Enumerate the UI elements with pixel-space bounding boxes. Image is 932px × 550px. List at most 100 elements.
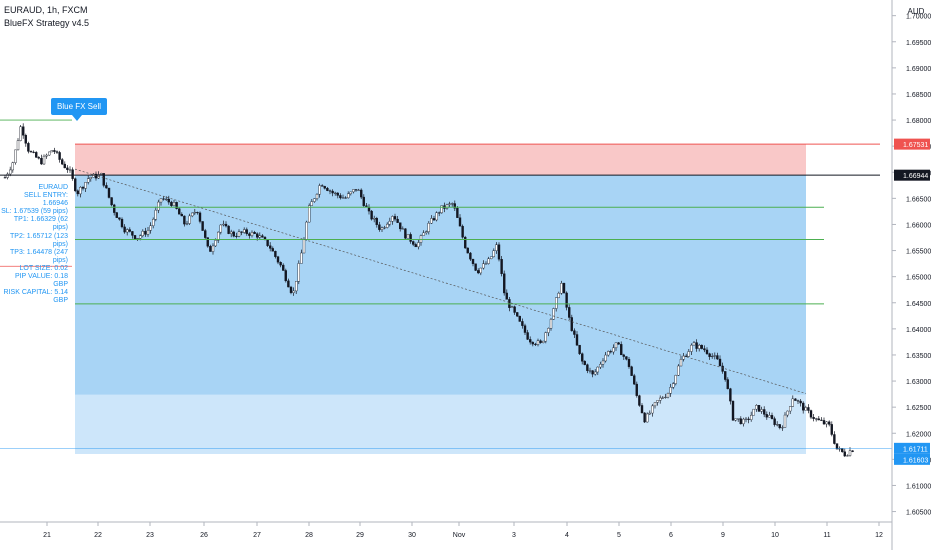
candle-body — [354, 189, 358, 191]
price-tick-label: 1.61000 — [906, 483, 931, 490]
candle-body — [581, 353, 584, 362]
candle-body — [822, 420, 826, 425]
candle-body — [557, 292, 560, 298]
candle-body — [167, 198, 171, 203]
candle-body — [430, 218, 433, 224]
stop-loss-zone — [75, 144, 806, 176]
candle-body — [94, 173, 98, 179]
candle-body — [157, 201, 160, 211]
candle-body — [352, 189, 355, 193]
candle-body — [188, 215, 191, 224]
candle-body — [835, 443, 839, 450]
candle-body — [760, 409, 763, 412]
candle-body — [151, 219, 155, 226]
candle-body — [516, 312, 519, 317]
candle-body — [490, 256, 493, 259]
info-line: TP3: 1.64478 (247 pips) — [10, 248, 68, 264]
candle-body — [190, 212, 194, 217]
candle-body — [302, 239, 306, 254]
candle-body — [45, 154, 48, 157]
candle-body — [783, 414, 787, 428]
candle-body — [102, 173, 106, 186]
candle-body — [32, 151, 35, 153]
candle-body — [477, 270, 480, 274]
candle-body — [386, 223, 389, 228]
price-tick-label: 1.68000 — [906, 118, 931, 125]
candle-body — [573, 330, 576, 335]
candle-body — [138, 235, 142, 239]
time-tick-label: 28 — [305, 532, 313, 539]
time-tick-label: 11 — [823, 532, 830, 539]
position-zones — [75, 144, 806, 454]
candle-body — [807, 407, 810, 411]
candle-body — [555, 297, 558, 309]
candle-body — [765, 414, 768, 418]
take-profit-zone-extended — [75, 394, 806, 454]
candle-body — [721, 365, 724, 372]
candle-body — [144, 230, 147, 235]
candle-body — [575, 334, 579, 346]
info-line: RISK CAPITAL: 5.14 GBP — [3, 289, 68, 305]
candle-body — [479, 267, 482, 274]
candle-body — [809, 410, 813, 418]
candle-body — [638, 395, 641, 406]
candle-body — [661, 397, 664, 399]
candle-body — [115, 212, 119, 218]
candle-body — [201, 221, 204, 231]
candle-body — [256, 233, 259, 238]
candle-body — [620, 344, 623, 356]
candle-body — [180, 213, 184, 217]
candle-body — [534, 343, 537, 345]
candle-body — [435, 212, 438, 221]
candle-body — [591, 370, 594, 375]
candle-body — [245, 229, 249, 234]
candle-body — [276, 256, 280, 263]
candle-body — [617, 342, 620, 345]
time-tick-label: 26 — [200, 532, 208, 539]
candle-body — [776, 424, 779, 426]
candle-body — [326, 188, 329, 191]
price-tick-label: 1.66000 — [906, 222, 931, 229]
candle-body — [622, 354, 625, 357]
price-tick-label: 1.65500 — [906, 249, 931, 256]
candle-body — [383, 227, 386, 229]
candle-body — [19, 126, 22, 141]
candle-body — [586, 364, 589, 371]
candle-body — [240, 231, 243, 233]
candle-body — [404, 228, 407, 239]
candle-body — [726, 379, 729, 389]
price-axis[interactable]: 1.70000 1.69500 1.69000 1.68500 1.68000 1.675… — [892, 14, 931, 517]
price-badge-label: 1.61711 — [903, 446, 928, 453]
candle-body — [258, 235, 261, 238]
strategy-name: BlueFX Strategy v4.5 — [4, 18, 90, 28]
candle-body — [828, 421, 831, 425]
candle-body — [310, 201, 313, 206]
candle-body — [315, 193, 319, 199]
candle-body — [451, 203, 454, 205]
candle-body — [724, 371, 727, 380]
time-axis[interactable]: 21 22 23 26 27 28 29 30 Nov 3 4 5 6 9 10 11 12 — [43, 522, 883, 539]
candle-body — [336, 192, 339, 196]
sell-signal-label[interactable]: Blue FX Sell — [51, 98, 108, 121]
candle-body — [786, 410, 789, 416]
candle-body — [305, 221, 308, 240]
candle-body — [521, 321, 524, 326]
time-tick-label: 10 — [771, 532, 779, 539]
candle-body — [216, 231, 220, 241]
candle-body — [347, 193, 350, 199]
candle-body — [11, 162, 15, 171]
price-tick-label: 1.62500 — [906, 405, 931, 412]
info-line: SELL ENTRY: 1.66946 — [24, 192, 68, 208]
info-line: PIP VALUE: 0.18 GBP — [14, 273, 68, 289]
candle-body — [378, 224, 381, 230]
candle-body — [685, 355, 688, 357]
candle-body — [219, 224, 223, 233]
candle-body — [399, 222, 402, 230]
candle-body — [440, 205, 443, 213]
candle-body — [237, 231, 241, 237]
candle-body — [503, 273, 506, 294]
candle-body — [718, 358, 722, 367]
time-tick-label: 3 — [512, 532, 516, 539]
candle-body — [781, 427, 784, 429]
